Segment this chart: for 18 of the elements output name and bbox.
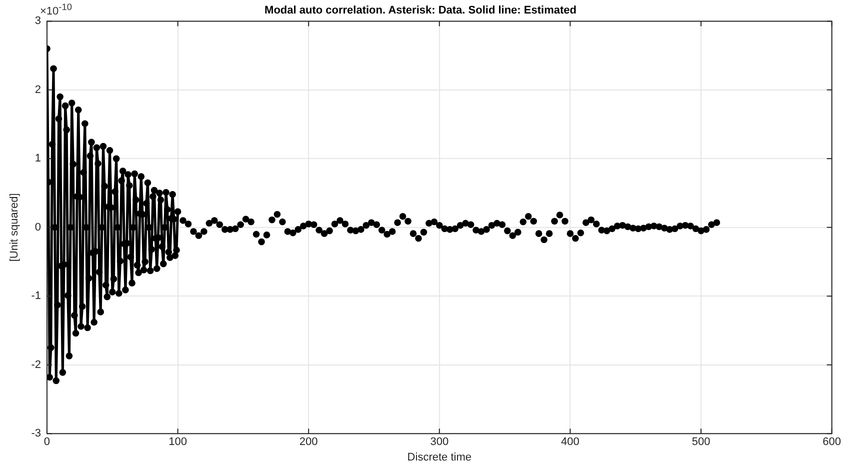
x-tick-label: 500 <box>692 436 710 448</box>
x-tick-label: 100 <box>168 436 187 448</box>
x-tick-label: 200 <box>299 436 318 448</box>
y-tick-label: -2 <box>31 358 41 371</box>
y-tick-label: 3 <box>34 15 41 28</box>
x-tick-label: 0 <box>44 436 50 448</box>
y-tick-label: -3 <box>31 428 41 440</box>
y-axis-title: [Unit squared] <box>8 193 21 262</box>
x-tick-label: 400 <box>561 436 580 448</box>
x-tick-label: 600 <box>822 436 842 448</box>
text: ×10$^{-10}$ <box>40 2 72 18</box>
y-tick-label: 0 <box>34 221 41 234</box>
y-tick-label: -1 <box>31 290 41 302</box>
x-tick-label: 300 <box>430 436 449 448</box>
x-axis-title: Discrete time <box>407 451 472 464</box>
chart-title: Modal auto correlation. Asterisk: Data. Solid line: Estimated <box>264 4 576 17</box>
y-tick-label: 2 <box>34 84 41 96</box>
y-tick-label: 1 <box>34 152 41 165</box>
